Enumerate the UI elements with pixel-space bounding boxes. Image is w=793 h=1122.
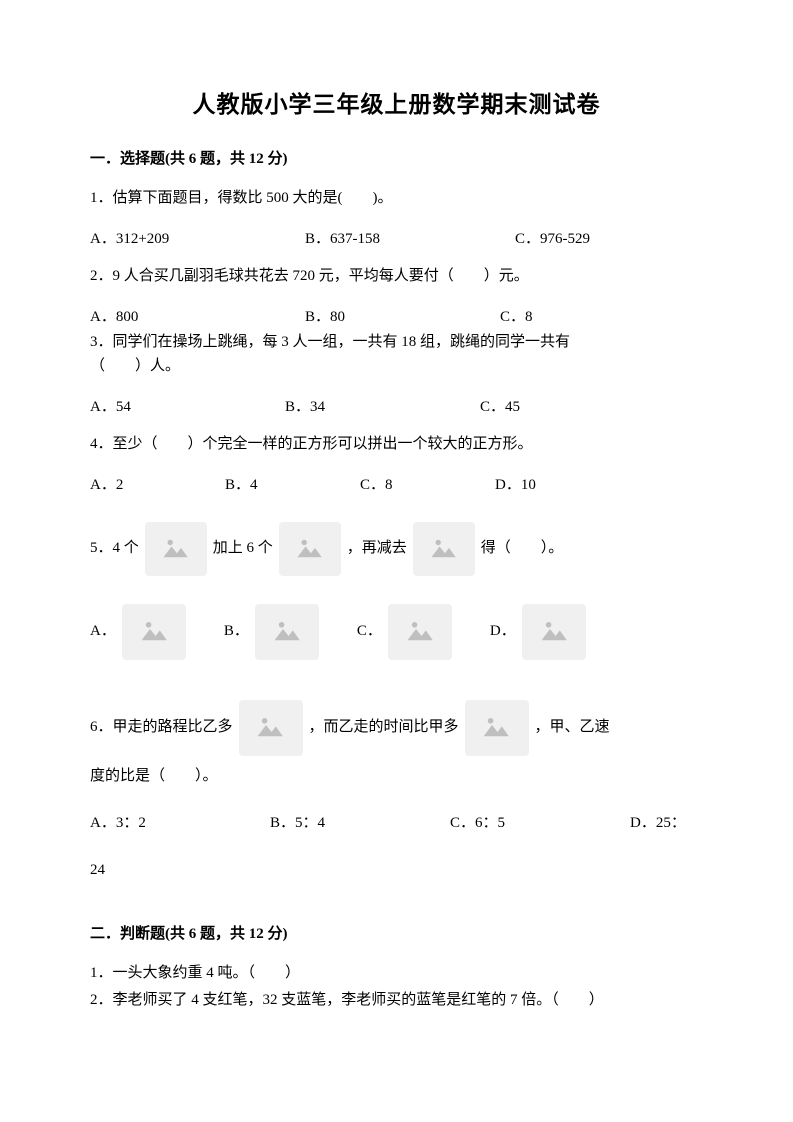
q6-opt-b: B．5：4 [270,811,450,832]
q5-opt-a: A． [90,619,116,644]
question-2-options: A．800 B．80 C．8 [90,305,703,326]
section2-q2: 2．李老师买了 4 支红笔，32 支蓝笔，李老师买的蓝笔是红笔的 7 倍。（ ） [90,988,703,1013]
q6-text-1: 6．甲走的路程比乙多 [90,715,233,740]
q4-opt-a: A．2 [90,473,225,494]
q5-text-3: ，再减去 [347,536,407,561]
q6-tail: 24 [90,858,703,883]
q2-opt-b: B．80 [305,305,500,326]
image-placeholder-icon [145,522,207,576]
image-placeholder-icon [279,522,341,576]
image-placeholder-icon [122,604,186,660]
page-title: 人教版小学三年级上册数学期末测试卷 [90,85,703,119]
q1-opt-a: A．312+209 [90,227,305,248]
section-1-header: 一．选择题(共 6 题，共 12 分) [90,147,703,168]
image-placeholder-icon [388,604,452,660]
q6-text-2: ，而乙走的时间比甲多 [309,715,459,740]
q1-opt-c: C．976-529 [515,227,590,248]
image-placeholder-icon [522,604,586,660]
question-1-options: A．312+209 B．637-158 C．976-529 [90,227,703,248]
q5-text-4: 得（ ）。 [481,536,564,561]
question-4: 4．至少（ ）个完全一样的正方形可以拼出一个较大的正方形。 [90,432,703,457]
q6-text-3: ，甲、乙速 [535,715,610,740]
image-placeholder-icon [413,522,475,576]
question-3-line1: 3．同学们在操场上跳绳，每 3 人一组，一共有 18 组，跳绳的同学一共有 [90,330,703,355]
question-5-options: A． B． C． D． [90,604,703,660]
q4-opt-c: C．8 [360,473,495,494]
q5-opt-d: D． [490,619,516,644]
question-6-line2: 度的比是（ ）。 [90,764,703,789]
question-1: 1．估算下面题目，得数比 500 大的是( )。 [90,186,703,211]
q2-opt-a: A．800 [90,305,305,326]
image-placeholder-icon [239,700,303,756]
section2-q1: 1．一头大象约重 4 吨。（ ） [90,961,703,986]
q5-opt-c: C． [357,619,382,644]
q4-opt-d: D．10 [495,473,536,494]
q2-opt-c: C．8 [500,305,533,326]
image-placeholder-icon [465,700,529,756]
question-5: 5．4 个 加上 6 个 ，再减去 得（ ）。 [90,522,703,576]
question-6-line1: 6．甲走的路程比乙多 ，而乙走的时间比甲多 ，甲、乙速 [90,700,703,756]
q5-opt-b: B． [224,619,249,644]
question-2: 2．9 人合买几副羽毛球共花去 720 元，平均每人要付（ ）元。 [90,264,703,289]
q3-opt-c: C．45 [480,395,520,416]
q1-opt-b: B．637-158 [305,227,515,248]
question-3-options: A．54 B．34 C．45 [90,395,703,416]
q3-opt-b: B．34 [285,395,480,416]
question-4-options: A．2 B．4 C．8 D．10 [90,473,703,494]
section-2-header: 二．判断题(共 6 题，共 12 分) [90,922,703,943]
q3-opt-a: A．54 [90,395,285,416]
q5-text-1: 5．4 个 [90,536,139,561]
q6-opt-a: A．3：2 [90,811,270,832]
question-6-options: A．3：2 B．5：4 C．6：5 D．25： [90,811,703,832]
image-placeholder-icon [255,604,319,660]
q5-text-2: 加上 6 个 [213,536,273,561]
question-3-line2: （ ）人。 [90,354,703,379]
q4-opt-b: B．4 [225,473,360,494]
q6-opt-d: D．25： [630,811,686,832]
q6-opt-c: C．6：5 [450,811,630,832]
